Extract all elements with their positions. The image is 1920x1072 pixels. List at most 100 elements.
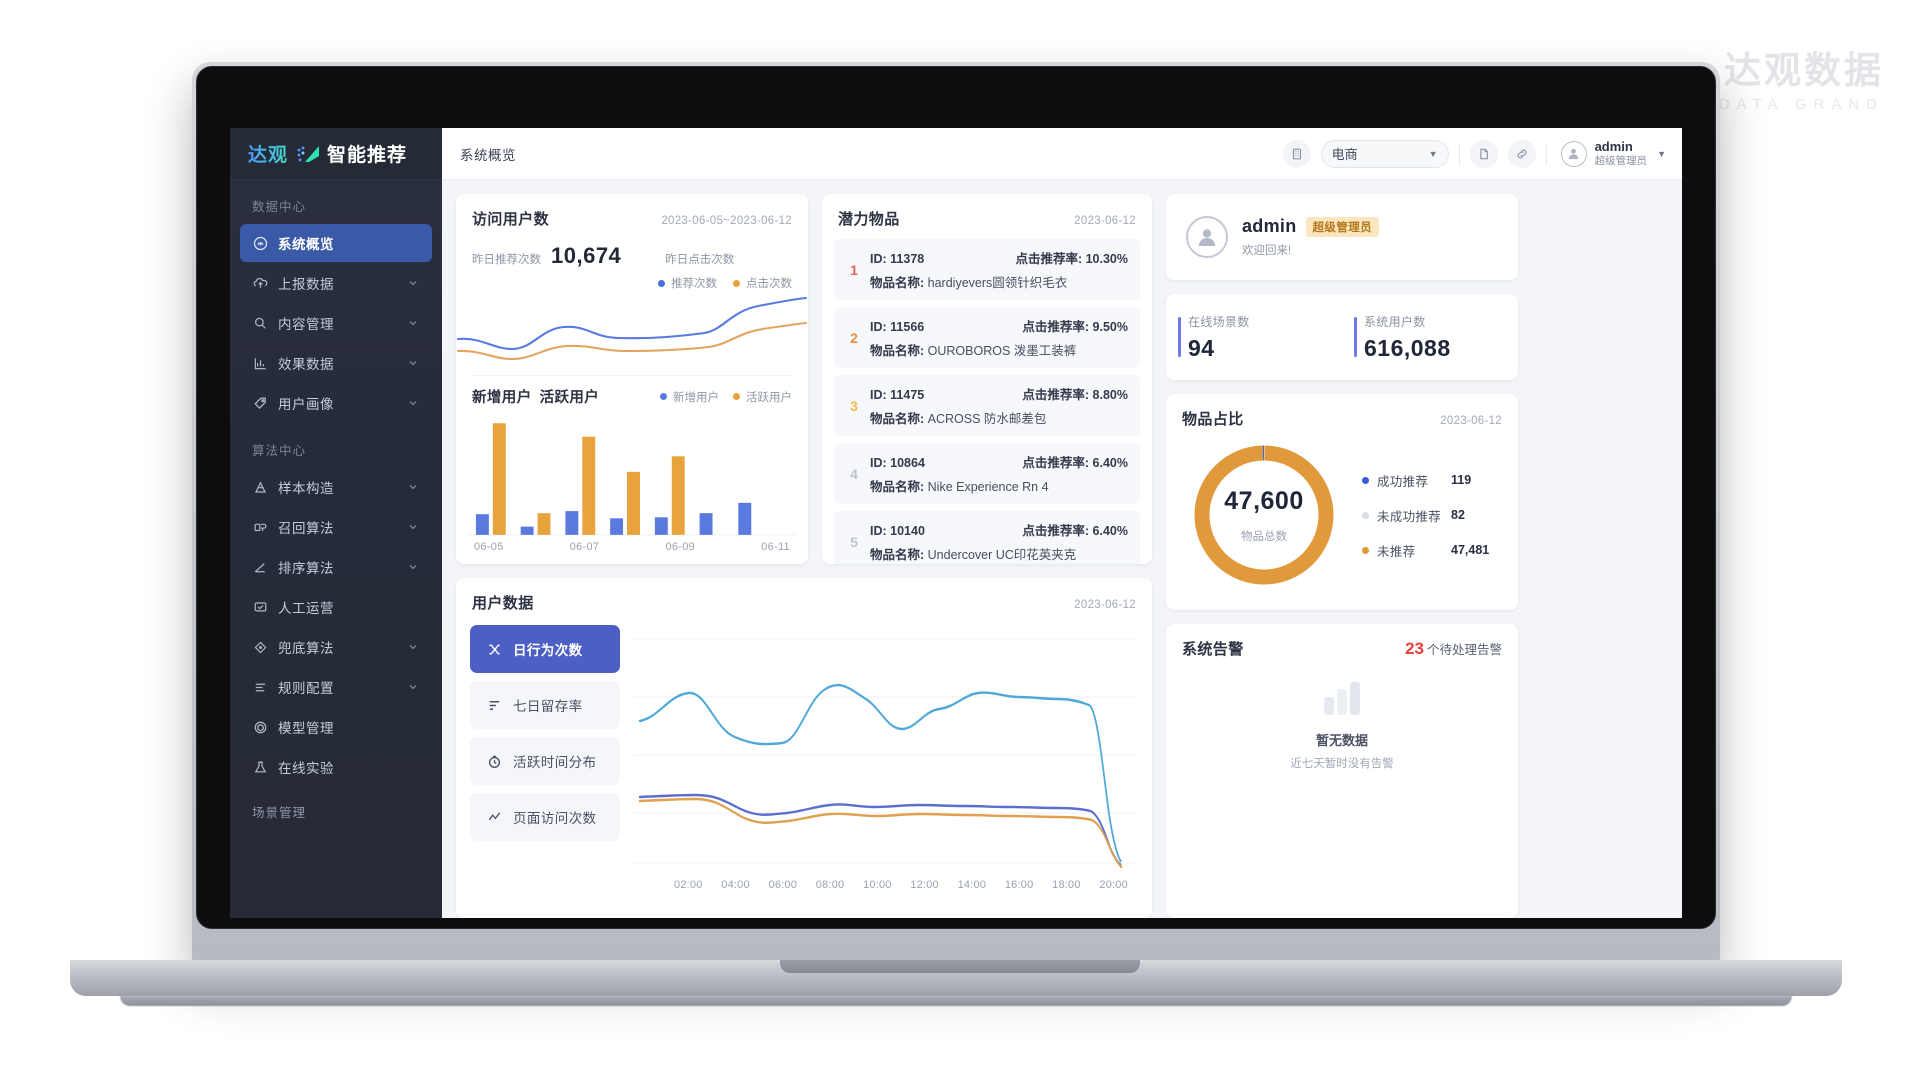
stat-label: 系统用户数 (1364, 314, 1426, 329)
sidebar-item-label: 系统概览 (278, 237, 334, 252)
user-data-card: 用户数据 2023-06-12 日行为次数 (456, 578, 1152, 918)
sidebar-item-online-experiment[interactable]: 在线实验 (240, 748, 432, 786)
chevron-down-icon (406, 560, 420, 574)
rank-badge: 3 (850, 397, 858, 414)
new-active-users-bar-chart (456, 407, 808, 539)
chevron-down-icon (406, 680, 420, 694)
shuffle-icon (486, 641, 502, 657)
watermark: 达观数据 DATA GRAND (1719, 40, 1884, 113)
user-menu[interactable]: admin 超级管理员 ▼ (1557, 139, 1666, 167)
stat-online-scenes: 在线场景数 94 (1166, 313, 1342, 362)
sidebar-item-sample-construction[interactable]: 样本构造 (240, 468, 432, 506)
item-rate-label: 点击推荐率: (1022, 524, 1090, 538)
sidebar-item-manual-operation[interactable]: 人工运营 (240, 588, 432, 626)
item-rate: 点击推荐率: 6.40% (1022, 452, 1128, 471)
axis-tick: 06-07 (569, 541, 600, 553)
sidebar-item-label: 上报数据 (278, 277, 334, 292)
legend-label: 成功推荐 (1377, 474, 1429, 489)
item-name-value: OUROBOROS 泼墨工装裤 (927, 344, 1077, 358)
list-item[interactable]: 5 ID: 10140 点击推荐率: 6.40% 物品名称: Undercove… (834, 511, 1140, 564)
scene-select-value: 电商 (1331, 147, 1358, 162)
list-item[interactable]: 1 ID: 11378 点击推荐率: 10.30% 物品名称: hardiyev… (834, 239, 1140, 300)
legend-item: 成功推荐 119 (1362, 471, 1489, 490)
item-ratio-card: 物品占比 2023-06-12 47,600 物 (1166, 394, 1518, 610)
welcome-name-row: admin 超级管理员 (1242, 216, 1380, 237)
visits-legend: 推荐次数 点击次数 (456, 269, 808, 291)
item-id: ID: 10140 (870, 524, 925, 538)
list-item[interactable]: 2 ID: 11566 点击推荐率: 9.50% 物品名称: OUROBOROS… (834, 307, 1140, 368)
item-line-bottom: 物品名称: Undercover UC印花英夹克 (870, 544, 1128, 563)
item-rate-label: 点击推荐率: (1015, 252, 1083, 266)
tab-active-time-distribution[interactable]: 活跃时间分布 (470, 737, 620, 785)
user-role: 超级管理员 (1594, 154, 1648, 167)
system-alerts-header: 系统告警 23 个待处理告警 (1166, 624, 1518, 659)
item-id-label: ID: (870, 320, 887, 334)
sidebar-item-label: 召回算法 (278, 521, 334, 536)
axis-tick: 20:00 (1099, 879, 1128, 891)
item-rate: 点击推荐率: 10.30% (1015, 248, 1128, 267)
rules-icon (252, 679, 269, 696)
right-column: admin 超级管理员 欢迎回来! 在线场景数 94 系统用户数 616,088 (1166, 194, 1518, 918)
tab-daily-behavior[interactable]: 日行为次数 (470, 625, 620, 673)
chevron-down-icon: ▼ (1428, 148, 1438, 159)
sidebar-item-model-management[interactable]: 模型管理 (240, 708, 432, 746)
legend-value: 119 (1451, 473, 1472, 487)
sidebar-logo[interactable]: 达观 智能推荐 (230, 128, 442, 180)
item-rate-value: 6.40% (1092, 524, 1128, 538)
sidebar-item-effect-data[interactable]: 效果数据 (240, 344, 432, 382)
rank-badge: 1 (850, 261, 858, 278)
bars-icon (486, 697, 502, 713)
axis-tick: 12:00 (910, 879, 939, 891)
sidebar-item-report-data[interactable]: 上报数据 (240, 264, 432, 302)
building-icon[interactable] (1282, 139, 1311, 168)
item-id: ID: 11566 (870, 320, 924, 334)
item-line-bottom: 物品名称: hardiyevers圆领针织毛衣 (870, 272, 1128, 291)
sidebar-item-recall-algorithm[interactable]: 召回算法 (240, 508, 432, 546)
sidebar-item-label: 内容管理 (278, 317, 334, 332)
card-date-range: 2023-06-05~2023-06-12 (661, 215, 792, 227)
new-active-users-header: 新增用户 活跃用户 新增用户 活跃用户 (456, 376, 808, 407)
user-meta: admin 超级管理员 (1594, 139, 1648, 167)
sidebar-item-system-overview[interactable]: 系统概览 (240, 224, 432, 262)
item-rate: 点击推荐率: 9.50% (1022, 316, 1128, 335)
alert-count: 23 个待处理告警 (1405, 639, 1502, 659)
legend-label: 未推荐 (1377, 544, 1416, 559)
list-item[interactable]: 4 ID: 10864 点击推荐率: 6.40% 物品名称: Nike Expe… (834, 443, 1140, 504)
legend-value: 47,481 (1451, 543, 1490, 557)
item-name-value: hardiyevers圆领针织毛衣 (927, 276, 1068, 290)
item-body: ID: 10140 点击推荐率: 6.40% 物品名称: Undercover … (870, 520, 1128, 563)
sidebar-item-content-management[interactable]: 内容管理 (240, 304, 432, 342)
item-id-value: 11475 (890, 388, 925, 402)
tab-page-visits[interactable]: 页面访问次数 (470, 793, 620, 841)
sidebar-group-title-data-center: 数据中心 (252, 200, 307, 214)
trend-icon (486, 809, 502, 825)
list-item[interactable]: 3 ID: 11475 点击推荐率: 8.80% 物品名称: ACROSS 防水… (834, 375, 1140, 436)
item-body: ID: 11566 点击推荐率: 9.50% 物品名称: OUROBOROS 泼… (870, 316, 1128, 359)
chevron-down-icon (406, 316, 420, 330)
sidebar-item-label: 规则配置 (278, 681, 334, 696)
item-rate-label: 点击推荐率: (1022, 456, 1090, 470)
legend-item: 推荐次数 (658, 275, 717, 291)
item-body: ID: 11475 点击推荐率: 8.80% 物品名称: ACROSS 防水邮差… (870, 384, 1128, 427)
tab-label: 页面访问次数 (513, 811, 597, 826)
sidebar-item-fallback-algorithm[interactable]: 兜底算法 (240, 628, 432, 666)
legend-dot-icon (733, 279, 740, 287)
sidebar-item-label: 用户画像 (278, 397, 334, 412)
item-id-label: ID: (870, 252, 887, 266)
sidebar-item-rule-config[interactable]: 规则配置 (240, 668, 432, 706)
system-alerts-card: 系统告警 23 个待处理告警 暂无数据 (1166, 624, 1518, 918)
item-name-label: 物品名称: (870, 480, 925, 494)
visits-card-header: 访问用户数 2023-06-05~2023-06-12 (456, 194, 808, 229)
chevron-down-icon (406, 640, 420, 654)
legend-item: 新增用户 (660, 389, 719, 405)
tab-seven-day-retention[interactable]: 七日留存率 (470, 681, 620, 729)
legend-dot-icon (658, 279, 665, 287)
card-title: 用户数据 (472, 595, 534, 612)
scene-select[interactable]: 电商 ▼ (1320, 139, 1449, 168)
legend-dot-icon (733, 393, 740, 400)
empty-bars-icon (1318, 677, 1366, 722)
sidebar-item-user-profile[interactable]: 用户画像 (240, 384, 432, 422)
document-icon[interactable] (1469, 139, 1498, 168)
link-icon[interactable] (1507, 139, 1536, 168)
sidebar-item-ranking-algorithm[interactable]: 排序算法 (240, 548, 432, 586)
